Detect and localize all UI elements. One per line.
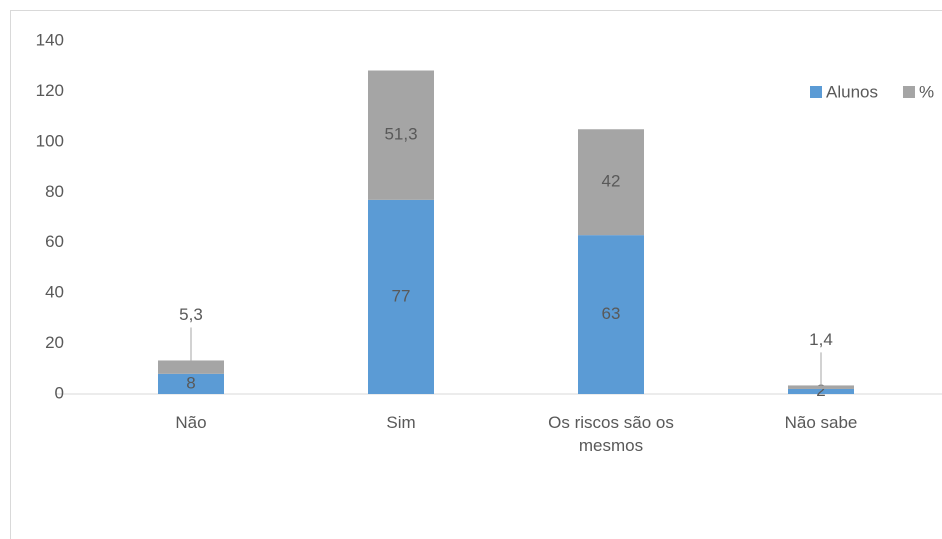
x-tick-label: Os riscos são os mesmos <box>548 413 674 455</box>
chart-border <box>10 10 942 539</box>
bar-segment <box>578 235 644 394</box>
legend-label: Alunos <box>826 82 878 101</box>
bar-segment <box>788 388 854 394</box>
data-label: 8 <box>186 373 195 392</box>
y-tick-label: 0 <box>55 383 64 402</box>
y-tick-label: 120 <box>36 81 64 100</box>
y-tick-label: 100 <box>36 131 64 150</box>
data-label: 77 <box>392 286 411 305</box>
y-tick-label: 80 <box>45 182 64 201</box>
legend-label: % <box>919 82 934 101</box>
bar-segment <box>368 70 434 200</box>
y-tick-label: 40 <box>45 283 64 302</box>
bar-segment <box>368 199 434 394</box>
bar-segment <box>158 373 224 394</box>
data-label: 42 <box>602 172 621 191</box>
legend-swatch <box>810 86 822 98</box>
data-label: 1,4 <box>809 330 833 349</box>
y-tick-label: 20 <box>45 333 64 352</box>
data-label: 5,3 <box>179 305 203 324</box>
y-tick-label: 140 <box>36 30 64 49</box>
bar-segment <box>578 129 644 236</box>
legend-swatch <box>902 86 915 98</box>
bar-segment <box>788 385 854 389</box>
y-tick-label: 60 <box>45 232 64 251</box>
data-label: 63 <box>602 304 621 323</box>
x-tick-label: Não <box>175 413 207 432</box>
data-label: 2 <box>816 381 825 400</box>
data-label: 51,3 <box>384 125 417 144</box>
x-tick-label: Não sabe <box>784 413 858 432</box>
x-tick-label: Sim <box>386 413 416 432</box>
bar-segment <box>158 360 224 374</box>
